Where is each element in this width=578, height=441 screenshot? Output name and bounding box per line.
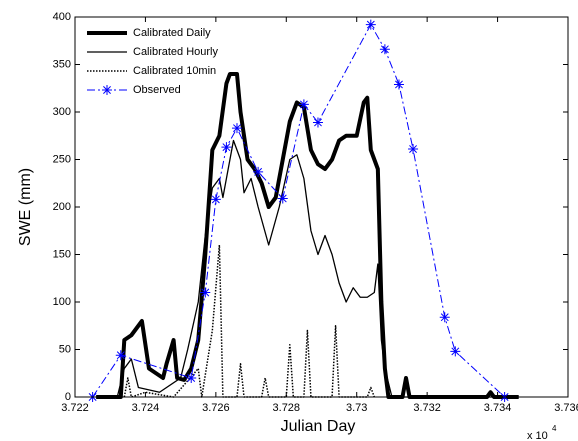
axis-multiplier: x 10 [527, 430, 548, 441]
y-axis-title: SWE (mm) [17, 168, 34, 246]
y-tick-label: 250 [53, 153, 71, 165]
data-point [186, 373, 197, 383]
axis-multiplier-exponent: 4 [552, 424, 557, 433]
data-point [379, 44, 390, 55]
data-point [439, 312, 450, 323]
x-tick-label: 3.726 [202, 402, 230, 414]
series-line [123, 244, 376, 398]
data-point [115, 350, 126, 361]
data-point [231, 123, 242, 134]
series-line [96, 72, 519, 399]
x-axis-title: Julian Day [281, 418, 356, 435]
y-tick-label: 100 [53, 296, 71, 308]
x-tick-label: 3.73 [346, 402, 367, 414]
y-tick-label: 0 [65, 391, 71, 403]
legend-text: Calibrated 10min [133, 65, 216, 77]
legend-text: Calibrated Daily [133, 27, 211, 39]
legend-text: Observed [133, 84, 181, 96]
data-point [408, 144, 419, 155]
data-point [221, 142, 232, 153]
y-tick-label: 350 [53, 58, 71, 70]
data-point [393, 79, 404, 90]
data-point [210, 194, 221, 205]
legend-marker [102, 85, 112, 95]
x-tick-label: 3.722 [61, 402, 89, 414]
plot-frame [74, 16, 569, 398]
y-tick-label: 50 [59, 343, 71, 355]
legend-text: Calibrated Hourly [133, 46, 218, 58]
data-point [365, 19, 376, 30]
x-tick-label: 3.724 [132, 402, 160, 414]
data-point [298, 99, 309, 110]
y-tick-label: 400 [53, 11, 71, 23]
y-tick-label: 200 [53, 201, 71, 213]
data-point [277, 193, 288, 204]
data-point [312, 117, 323, 128]
x-tick-label: 3.734 [484, 402, 512, 414]
data-point [200, 287, 211, 298]
series-line [116, 139, 519, 398]
x-tick-label: 3.728 [273, 402, 301, 414]
y-tick-label: 300 [53, 106, 71, 118]
data-point [450, 346, 461, 357]
series-line [92, 24, 505, 398]
x-tick-label: 3.732 [413, 402, 441, 414]
data-point [253, 166, 264, 177]
y-tick-label: 150 [53, 248, 71, 260]
x-tick-label: 3.736 [554, 402, 578, 414]
